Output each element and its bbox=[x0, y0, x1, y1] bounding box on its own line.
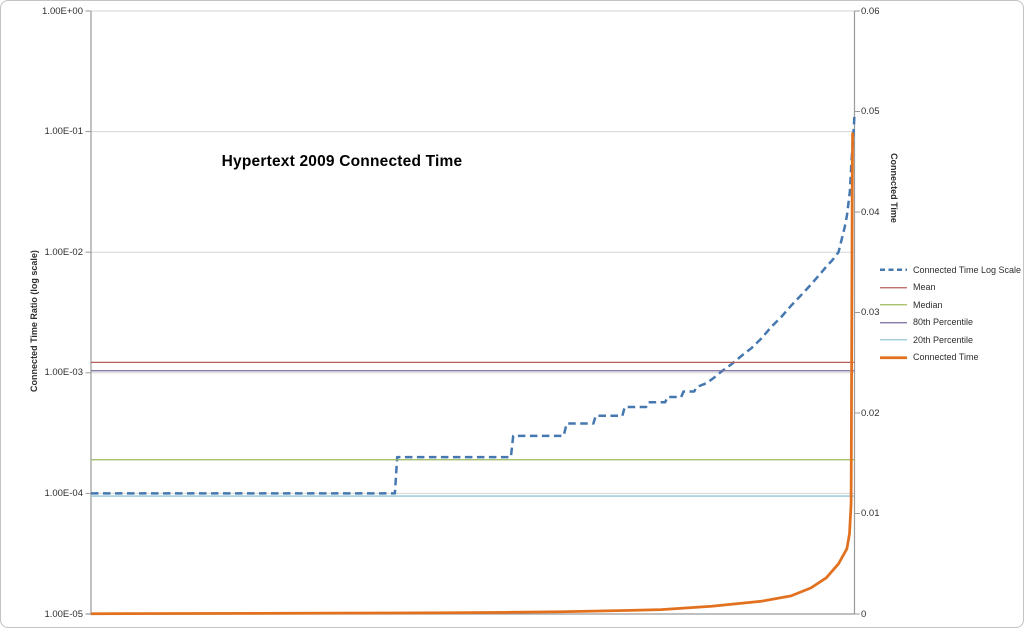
legend-label: Mean bbox=[913, 282, 936, 293]
legend-item-80th-percentile: 80th Percentile bbox=[880, 314, 1021, 332]
line-swatch-icon bbox=[880, 304, 907, 306]
data-series bbox=[90, 113, 856, 616]
dashed-line-swatch-icon bbox=[880, 268, 907, 271]
left-axis-tick-label: 1.00E-01 bbox=[44, 126, 83, 138]
line-swatch-icon bbox=[880, 339, 907, 341]
right-axis-tick-label: 0.02 bbox=[861, 407, 880, 419]
legend-item-connected-time: Connected Time bbox=[880, 349, 1021, 367]
right-axis-title: Connected Time bbox=[889, 153, 899, 223]
chart-title: Hypertext 2009 Connected Time bbox=[221, 153, 463, 170]
right-axis-tick-label: 0 bbox=[861, 608, 867, 620]
legend-label: Connected Time bbox=[913, 352, 979, 363]
thick-line-swatch-icon bbox=[880, 355, 907, 359]
legend-label: Connected Time Log Scale bbox=[913, 264, 1022, 275]
right-axis-tick-label: 0.05 bbox=[861, 106, 880, 117]
legend: Connected Time Log Scale Mean Median 80t… bbox=[880, 261, 1021, 366]
left-axis-tick-label: 1.00E-04 bbox=[44, 487, 83, 499]
right-axis-tick-label: 0.06 bbox=[861, 5, 880, 17]
right-axis-tick-label: 0.03 bbox=[861, 307, 880, 318]
legend-label: 20th Percentile bbox=[913, 334, 974, 345]
legend-label: 80th Percentile bbox=[913, 317, 974, 328]
left-axis-tick-label: 1.00E-05 bbox=[44, 608, 83, 620]
right-axis-tick-label: 0.04 bbox=[861, 206, 880, 218]
gridlines bbox=[91, 10, 855, 494]
left-axis-tick-label: 1.00E-03 bbox=[44, 367, 83, 379]
legend-item-connected-time-log-scale: Connected Time Log Scale bbox=[880, 261, 1021, 279]
line-swatch-icon bbox=[880, 286, 907, 288]
series-connected-time bbox=[90, 132, 854, 616]
legend-item-median: Median bbox=[880, 296, 1021, 314]
legend-item-20th-percentile: 20th Percentile bbox=[880, 331, 1021, 349]
legend-label: Median bbox=[913, 299, 943, 310]
left-axis-tick-label: 1.00E-02 bbox=[44, 246, 83, 258]
right-axis-tick-label: 0.01 bbox=[861, 508, 880, 519]
line-swatch-icon bbox=[880, 321, 907, 323]
axis-lines bbox=[85, 11, 856, 615]
left-axis-tick-label: 1.00E+00 bbox=[42, 5, 83, 17]
legend-item-mean: Mean bbox=[880, 279, 1021, 297]
left-axis-title: Connected Time Ratio (log scale) bbox=[29, 250, 39, 392]
axis-ticks bbox=[85, 10, 860, 615]
